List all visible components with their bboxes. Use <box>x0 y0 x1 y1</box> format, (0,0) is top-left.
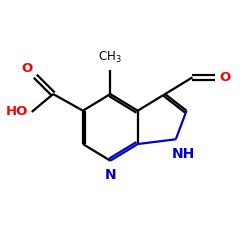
Text: O: O <box>21 62 32 75</box>
Text: N: N <box>104 168 116 182</box>
Text: O: O <box>219 71 230 84</box>
Text: CH$_3$: CH$_3$ <box>98 50 122 65</box>
Text: NH: NH <box>171 147 194 161</box>
Text: HO: HO <box>6 106 28 118</box>
